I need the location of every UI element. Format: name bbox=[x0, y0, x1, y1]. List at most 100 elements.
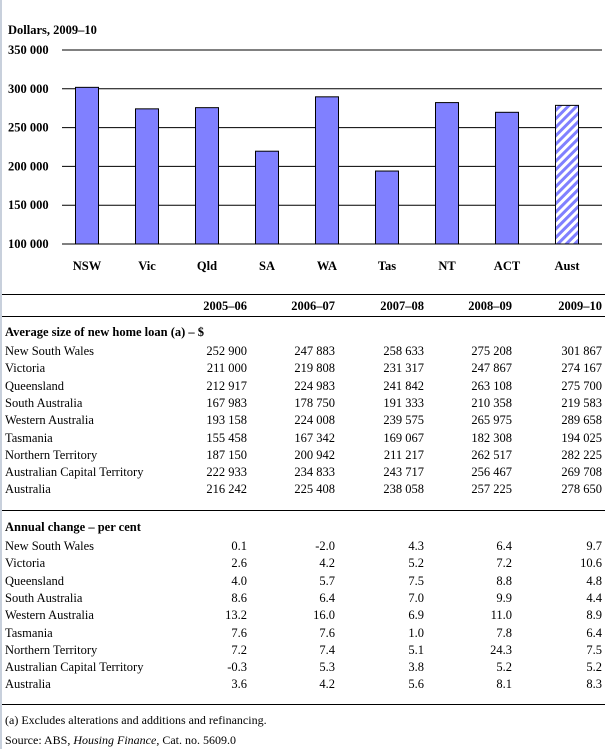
cell-value: 274 167 bbox=[561, 361, 602, 376]
row-label: Australia bbox=[5, 482, 51, 497]
column-header: 2007–08 bbox=[380, 299, 424, 313]
cell-value: 7.0 bbox=[408, 590, 424, 605]
cell-value: 247 867 bbox=[471, 361, 512, 376]
bar-nsw bbox=[75, 86, 99, 245]
y-tick-label: 150 000 bbox=[8, 198, 49, 212]
table-row: New South Wales 252 900 247 883 258 633 275 … bbox=[5, 343, 602, 360]
cell-value: 8.1 bbox=[496, 677, 512, 692]
bar-sa bbox=[255, 150, 279, 245]
cell-value: 5.2 bbox=[586, 660, 602, 675]
row-label: South Australia bbox=[5, 590, 83, 605]
y-axis-label: Dollars, 2009–10 bbox=[8, 23, 97, 37]
x-tick-label: Tas bbox=[378, 259, 396, 273]
footnote: (a) Excludes alterations and additions a… bbox=[5, 713, 267, 727]
cell-value: 182 308 bbox=[471, 430, 512, 445]
cell-value: 234 833 bbox=[294, 465, 335, 480]
row-label: Northern Territory bbox=[5, 447, 98, 462]
bar-qld bbox=[195, 107, 219, 245]
section-rule bbox=[2, 704, 605, 705]
cell-value: 0.1 bbox=[231, 539, 247, 553]
y-tick-label: 200 000 bbox=[8, 159, 49, 173]
cell-value: 243 717 bbox=[383, 465, 424, 480]
cell-value: 4.4 bbox=[586, 590, 602, 605]
table-row: New South Wales 0.1 -2.0 4.3 6.4 9.7 bbox=[5, 538, 602, 555]
cell-value: 210 358 bbox=[471, 395, 512, 410]
row-label: Northern Territory bbox=[5, 642, 98, 657]
cell-value: 219 583 bbox=[561, 395, 602, 410]
section-title: Average size of new home loan (a) – $ bbox=[5, 324, 602, 341]
source-note: Source: ABS, Housing Finance, Cat. no. 5… bbox=[5, 733, 236, 748]
table-row: Australia 3.6 4.2 5.6 8.1 8.3 bbox=[5, 676, 602, 693]
table-row: Queensland 212 917 224 983 241 842 263 108 27… bbox=[5, 378, 602, 395]
cell-value: 258 633 bbox=[383, 344, 424, 358]
y-tick-label: 300 000 bbox=[8, 82, 49, 96]
table-row: South Australia 167 983 178 750 191 333 210 … bbox=[5, 395, 602, 412]
y-tick-label: 250 000 bbox=[8, 121, 49, 135]
row-label: Tasmania bbox=[5, 430, 53, 445]
x-tick-label: Qld bbox=[197, 259, 217, 273]
bar-chart: Dollars, 2009–10 100 000 150 000 200 000 25… bbox=[8, 23, 602, 273]
cell-value: 5.2 bbox=[496, 660, 512, 675]
bar-wa bbox=[315, 96, 339, 245]
cell-value: 241 842 bbox=[383, 378, 424, 393]
cell-value: 193 158 bbox=[206, 413, 247, 428]
cell-value: 8.3 bbox=[586, 677, 602, 692]
table-row: Australian Capital Territory 222 933 234 8… bbox=[5, 464, 602, 481]
source-title: Housing Finance bbox=[73, 733, 157, 747]
bar-act bbox=[495, 111, 519, 245]
source-prefix: Source: ABS, bbox=[5, 733, 74, 747]
cell-value: 6.4 bbox=[586, 625, 602, 640]
cell-value: 269 708 bbox=[561, 465, 602, 480]
cell-value: 9.7 bbox=[586, 539, 602, 553]
cell-value: 222 933 bbox=[206, 465, 247, 480]
cell-value: -2.0 bbox=[315, 539, 335, 553]
x-tick-label: WA bbox=[317, 259, 337, 273]
cell-value: 301 867 bbox=[561, 344, 602, 358]
cell-value: 167 342 bbox=[294, 430, 335, 445]
x-tick-label: NT bbox=[438, 259, 456, 273]
cell-value: -0.3 bbox=[227, 660, 247, 675]
bar-tas bbox=[375, 170, 399, 245]
section-title: Annual change – per cent bbox=[5, 519, 602, 536]
cell-value: 5.7 bbox=[319, 573, 335, 588]
cell-value: 6.9 bbox=[408, 608, 424, 623]
header-rule bbox=[2, 316, 605, 317]
row-label: Australia bbox=[5, 677, 51, 692]
cell-value: 24.3 bbox=[490, 642, 512, 657]
bar-vic bbox=[135, 108, 159, 245]
cell-value: 13.2 bbox=[225, 608, 247, 623]
cell-value: 6.4 bbox=[496, 539, 512, 553]
cell-value: 262 517 bbox=[471, 447, 512, 462]
cell-value: 187 150 bbox=[206, 447, 247, 462]
row-label: Australian Capital Territory bbox=[5, 660, 144, 675]
cell-value: 7.6 bbox=[231, 625, 247, 640]
bar-nt bbox=[435, 102, 459, 245]
cell-value: 5.6 bbox=[408, 677, 424, 692]
table-row: Victoria 2.6 4.2 5.2 7.2 10.6 bbox=[5, 555, 602, 572]
cell-value: 211 217 bbox=[383, 447, 424, 462]
cell-value: 9.9 bbox=[496, 590, 512, 605]
cell-value: 167 983 bbox=[206, 395, 247, 410]
cell-value: 282 225 bbox=[561, 447, 602, 462]
cell-value: 224 008 bbox=[294, 413, 335, 428]
cell-value: 5.1 bbox=[408, 642, 424, 657]
cell-value: 265 975 bbox=[471, 413, 512, 428]
table-top-rule bbox=[2, 294, 605, 295]
cell-value: 219 808 bbox=[294, 361, 335, 376]
cell-value: 238 058 bbox=[383, 482, 424, 497]
row-label: New South Wales bbox=[5, 344, 95, 358]
column-header: 2008–09 bbox=[468, 299, 512, 313]
cell-value: 11.0 bbox=[490, 608, 512, 623]
cell-value: 216 242 bbox=[206, 482, 247, 497]
table-row: Australian Capital Territory -0.3 5.3 3.8 5.… bbox=[5, 659, 602, 676]
row-label: Victoria bbox=[5, 361, 46, 376]
cell-value: 7.8 bbox=[496, 625, 512, 640]
column-header: 2005–06 bbox=[203, 299, 247, 313]
x-tick-label: NSW bbox=[73, 259, 102, 273]
cell-value: 231 317 bbox=[383, 361, 424, 376]
cell-value: 4.2 bbox=[319, 556, 335, 571]
row-label: Queensland bbox=[5, 573, 65, 588]
cell-value: 2.6 bbox=[231, 556, 247, 571]
cell-value: 263 108 bbox=[471, 378, 512, 393]
